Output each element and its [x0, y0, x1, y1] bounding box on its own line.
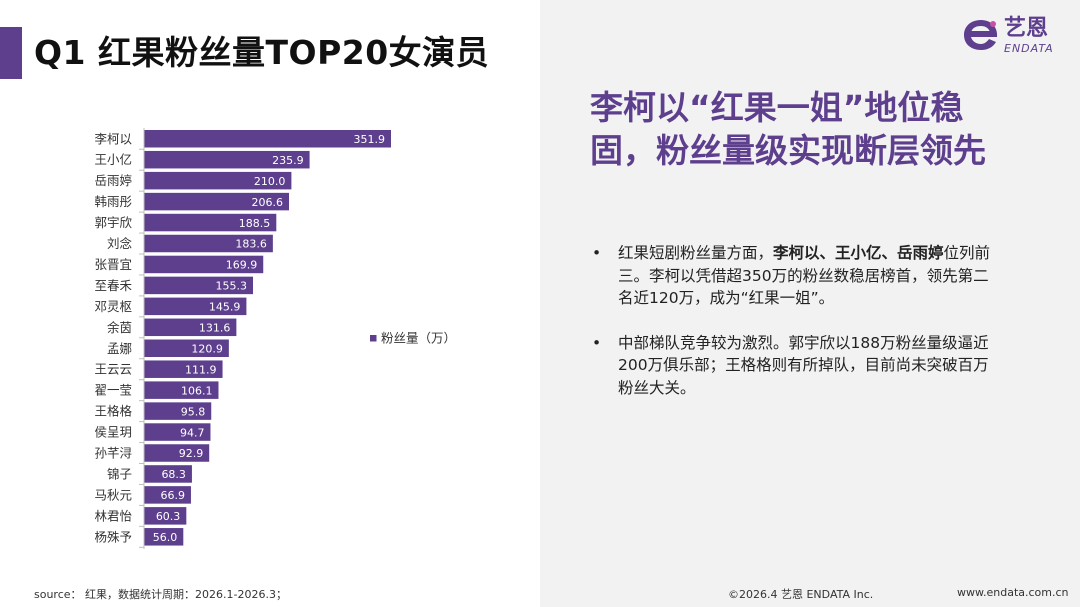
summary-bullet-2: • 中部梯队竞争较为激烈。郭宇欣以188万粉丝量级逼近200万俱乐部；王格格则有所… [592, 332, 992, 400]
summary-bullet-1: • 红果短剧粉丝量方面，李柯以、王小亿、岳雨婷位列前三。李柯以凭借超350万的粉丝… [592, 242, 992, 310]
bar-value-label: 145.9 [209, 301, 241, 314]
category-label: 刘念 [107, 236, 133, 251]
bar-value-label: 351.9 [354, 133, 386, 146]
category-label: 马秋元 [94, 487, 132, 502]
title-accent-bar [0, 27, 22, 79]
endata-logo: 艺恩 ENDATA [962, 16, 1062, 58]
bar [144, 192, 290, 211]
logo-text-en: ENDATA [1004, 42, 1054, 55]
bar [144, 150, 310, 169]
bar [144, 213, 277, 232]
bar [144, 507, 187, 525]
bar [144, 402, 212, 420]
category-label: 翟一莹 [94, 383, 132, 398]
category-label: 邓灵枢 [94, 299, 132, 314]
bar-value-label: 106.1 [181, 384, 213, 397]
category-label: 李柯以 [94, 131, 132, 146]
bar [144, 423, 211, 441]
bar [144, 444, 210, 462]
bar [144, 171, 292, 190]
bar [144, 318, 237, 337]
bar [144, 297, 247, 316]
bar-value-label: 92.9 [179, 447, 204, 460]
bar-value-label: 210.0 [254, 175, 286, 188]
bar [144, 486, 191, 504]
category-label: 孟娜 [107, 341, 132, 356]
bar [144, 381, 219, 399]
bar [144, 465, 192, 483]
category-label: 王小亿 [94, 152, 132, 167]
endata-logo-icon [964, 20, 998, 50]
bar [144, 528, 184, 546]
bullet-text: 红果短剧粉丝量方面， [618, 244, 774, 262]
logo-text-cn: 艺恩 [1004, 16, 1049, 41]
summary-headline: 李柯以“红果一姐”地位稳固，粉丝量级实现断层领先 [590, 88, 986, 170]
bar [144, 360, 223, 378]
category-label: 锦子 [107, 466, 132, 481]
bar-value-label: 183.6 [235, 238, 267, 251]
fans-bar-chart: 李柯以 351.9 王小亿 235.9 岳雨婷 210.0 韩雨彤 206.6 郭宇欣 188.5… [94, 128, 456, 549]
bar-value-label: 56.0 [153, 531, 178, 544]
bar-value-label: 206.6 [252, 196, 284, 209]
category-label: 岳雨婷 [94, 173, 132, 188]
bar-value-label: 94.7 [180, 426, 205, 439]
bar-value-label: 68.3 [161, 468, 186, 481]
bar-value-label: 155.3 [216, 280, 248, 293]
category-label: 王格格 [94, 404, 132, 419]
bar-value-label: 111.9 [185, 363, 217, 376]
bullet-dot: • [592, 333, 602, 352]
category-label: 杨殊予 [94, 529, 132, 544]
summary-bullets: • 红果短剧粉丝量方面，李柯以、王小亿、岳雨婷位列前三。李柯以凭借超350万的粉丝… [592, 242, 992, 421]
category-label: 孙芊浔 [94, 446, 132, 461]
category-label: 韩雨彤 [94, 194, 132, 209]
bar [144, 130, 391, 148]
bullet-dot: • [592, 244, 602, 262]
bar-value-label: 66.9 [160, 489, 185, 502]
category-label: 郭宇欣 [94, 215, 132, 230]
bar-value-label: 120.9 [191, 342, 223, 355]
category-label: 至春禾 [94, 278, 132, 293]
page-title: Q1 红果粉丝量TOP20女演员 [34, 33, 490, 72]
category-label: 余茵 [107, 320, 132, 335]
bullet-text: 位列前三。李柯以凭借超350万的粉丝数稳居榜首，领先第二名近120万，成为“红果… [618, 244, 991, 307]
bullet-emphasis: 李柯以、王小亿、岳雨婷 [773, 244, 944, 262]
category-label: 王云云 [94, 362, 132, 377]
website-text: www.endata.com.cn [957, 586, 1069, 599]
bar [144, 339, 229, 357]
source-note: source： 红果，数据统计周期：2026.1-2026.3； [34, 588, 287, 601]
category-label: 林君怡 [94, 508, 132, 523]
bar-value-label: 235.9 [272, 154, 304, 167]
bar-value-label: 95.8 [181, 405, 206, 418]
bar-value-label: 188.5 [239, 217, 271, 230]
bar [144, 276, 254, 295]
category-label: 张晋宜 [94, 257, 132, 272]
bar [144, 255, 264, 274]
legend-swatch [370, 335, 377, 342]
bar-value-label: 169.9 [226, 259, 258, 272]
copyright-text: ©2026.4 艺恩 ENDATA Inc. [728, 588, 874, 601]
bullet-text: 中部梯队竞争较为激烈。郭宇欣以188万粉丝量级逼近200万俱乐部；王格格则有所掉… [618, 333, 989, 397]
bar-value-label: 131.6 [199, 322, 231, 335]
bar [144, 234, 273, 253]
bar-value-label: 60.3 [156, 510, 181, 523]
category-label: 侯呈玥 [94, 425, 132, 440]
right-panel-background [540, 0, 1080, 607]
legend-label: 粉丝量（万） [381, 331, 456, 346]
